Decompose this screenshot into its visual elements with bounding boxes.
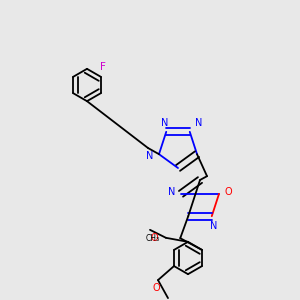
Text: F: F (100, 62, 106, 72)
Text: N: N (195, 118, 202, 128)
Text: CH₃: CH₃ (146, 234, 160, 243)
Text: O: O (224, 187, 232, 197)
Text: N: N (168, 187, 176, 197)
Text: O: O (150, 233, 158, 243)
Text: N: N (160, 118, 168, 128)
Text: N: N (146, 151, 154, 161)
Text: O: O (152, 283, 160, 293)
Text: N: N (210, 221, 218, 231)
